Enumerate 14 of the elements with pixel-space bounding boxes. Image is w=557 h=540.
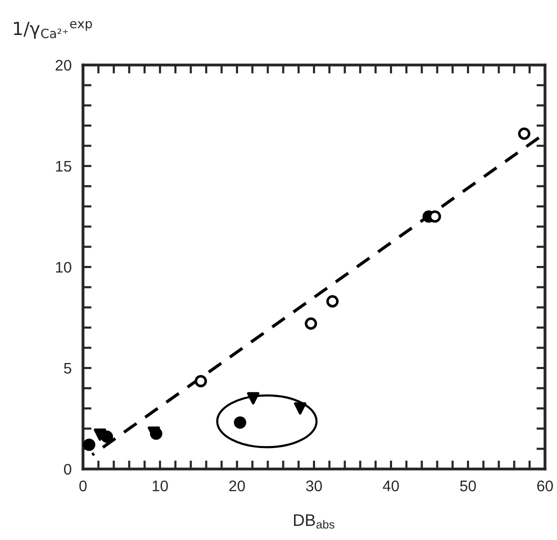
x-tick-label: 50	[460, 480, 476, 492]
y-tick-label: 15	[56, 161, 72, 172]
x-tick-label: 0	[79, 480, 87, 492]
y-tick-label: 5	[64, 363, 72, 374]
y-tick-label: 20	[56, 60, 72, 71]
y-tick-label: 10	[56, 262, 72, 273]
x-tick-label: 40	[382, 480, 399, 492]
x-axis-title: DB$_{abs}$	[294, 514, 334, 529]
y-axis-title: 1/γ$_{Ca²⁺}$$^{exp}$	[14, 21, 92, 39]
x-tick-label: 20	[229, 480, 245, 492]
x-tick-label: 60	[537, 480, 553, 492]
y-tick-label: 0	[64, 464, 72, 475]
x-tick-label: 10	[152, 480, 168, 492]
x-tick-label: 30	[306, 480, 322, 492]
